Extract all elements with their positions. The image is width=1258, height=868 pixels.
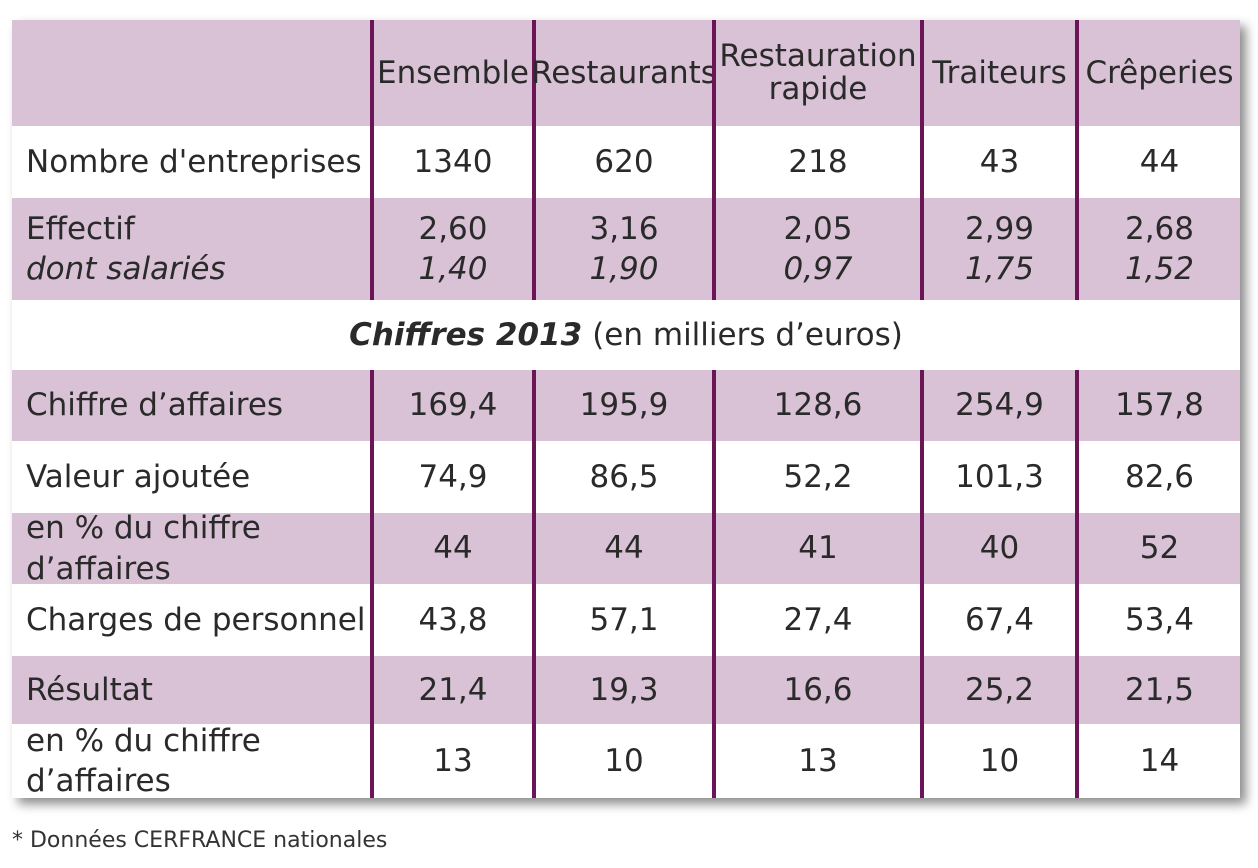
header-empty-cell [12, 20, 370, 126]
effectif-value: 3,16 [589, 210, 659, 247]
section-heading: Chiffres 2013 (en milliers d’euros) [12, 300, 1240, 370]
row-label: Effectif dont salariés [12, 198, 370, 300]
row-value: 44 [532, 513, 712, 584]
row-label: en % du chiffre d’affaires [26, 722, 261, 799]
row-value: 157,8 [1075, 370, 1240, 441]
effectif-subvalue: 1,90 [589, 251, 659, 287]
effectif-sublabel: dont salariés [26, 251, 226, 287]
row-value: 195,9 [532, 370, 712, 441]
table-row: Chiffre d’affaires 169,4 195,9 128,6 254… [12, 370, 1240, 441]
row-label: Chiffre d’affaires [26, 387, 284, 424]
effectif-value: 2,99 [964, 210, 1035, 247]
row-value: 10 [920, 724, 1075, 798]
section-title: Chiffres 2013 [349, 317, 583, 353]
header-restaurants: Restaurants [531, 20, 717, 126]
row-value: 218 [712, 126, 920, 198]
row-value: 16,6 [712, 656, 920, 724]
row-value: 620 [532, 126, 712, 198]
header-ensemble: Ensemble [370, 20, 532, 126]
row-value: 169,4 [370, 370, 532, 441]
row-value: 13 [370, 724, 532, 798]
effectif-label: Effectif [26, 210, 135, 247]
row-value: 10 [532, 724, 712, 798]
row-value: 43,8 [370, 584, 532, 656]
row-value: 25,2 [920, 656, 1075, 724]
row-value: 21,4 [370, 656, 532, 724]
row-label: Résultat [26, 671, 153, 708]
row-value: 52 [1075, 513, 1240, 584]
effectif-subvalue: 1,75 [964, 251, 1035, 287]
row-value: 1340 [370, 126, 532, 198]
row-value: 2,99 1,75 [920, 198, 1075, 300]
effectif-value: 2,60 [418, 210, 488, 247]
row-value: 2,05 0,97 [712, 198, 920, 300]
row-label: Charges de personnel [26, 601, 366, 638]
effectif-subvalue: 0,97 [783, 251, 853, 287]
row-value: 86,5 [532, 441, 712, 513]
row-value: 14 [1075, 724, 1240, 798]
header-restauration-rapide: Restauration rapide [712, 20, 920, 126]
row-value: 44 [370, 513, 532, 584]
row-value: 2,68 1,52 [1075, 198, 1240, 300]
row-value: 57,1 [532, 584, 712, 656]
row-value: 41 [712, 513, 920, 584]
row-value: 254,9 [920, 370, 1075, 441]
table-row: en % du chiffre d’affaires 44 44 41 40 5… [12, 510, 1240, 587]
effectif-subvalue: 1,40 [418, 251, 488, 287]
row-value: 52,2 [712, 441, 920, 513]
row-value: 74,9 [370, 441, 532, 513]
row-value: 3,16 1,90 [532, 198, 712, 300]
effectif-value: 2,68 [1124, 210, 1195, 247]
row-value: 27,4 [712, 584, 920, 656]
section-subtitle: (en milliers d’euros) [592, 317, 903, 353]
row-value: 53,4 [1075, 584, 1240, 656]
row-value: 82,6 [1075, 441, 1240, 513]
header-creperies: Crêperies [1075, 20, 1240, 126]
header-traiteurs: Traiteurs [920, 20, 1075, 126]
table-row: Résultat 21,4 19,3 16,6 25,2 21,5 [12, 656, 1240, 724]
footnote: * Données CERFRANCE nationales [12, 828, 388, 853]
table-row: Valeur ajoutée 74,9 86,5 52,2 101,3 82,6 [12, 441, 1240, 513]
table-row: Nombre d'entreprises 1340 620 218 43 44 [12, 126, 1240, 198]
data-table: Ensemble Restaurants Restauration rapide… [12, 20, 1240, 799]
row-value: 44 [1075, 126, 1240, 198]
row-value: 13 [712, 724, 920, 798]
effectif-subvalue: 1,52 [1124, 251, 1195, 287]
row-label: en % du chiffre d’affaires [26, 510, 261, 587]
table-row: Charges de personnel 43,8 57,1 27,4 67,4… [12, 584, 1240, 656]
row-label: Nombre d'entreprises [26, 143, 362, 180]
row-value: 2,60 1,40 [370, 198, 532, 300]
row-value: 40 [920, 513, 1075, 584]
table-row: en % du chiffre d’affaires 13 10 13 10 1… [12, 722, 1240, 799]
row-value: 19,3 [532, 656, 712, 724]
table-row-effectif: Effectif dont salariés 2,60 1,40 3,16 1,… [12, 198, 1240, 300]
row-value: 43 [920, 126, 1075, 198]
row-value: 101,3 [920, 441, 1075, 513]
row-label: Valeur ajoutée [26, 458, 251, 495]
row-value: 21,5 [1075, 656, 1240, 724]
table-header: Ensemble Restaurants Restauration rapide… [12, 20, 1240, 126]
effectif-value: 2,05 [783, 210, 853, 247]
row-value: 128,6 [712, 370, 920, 441]
row-value: 67,4 [920, 584, 1075, 656]
